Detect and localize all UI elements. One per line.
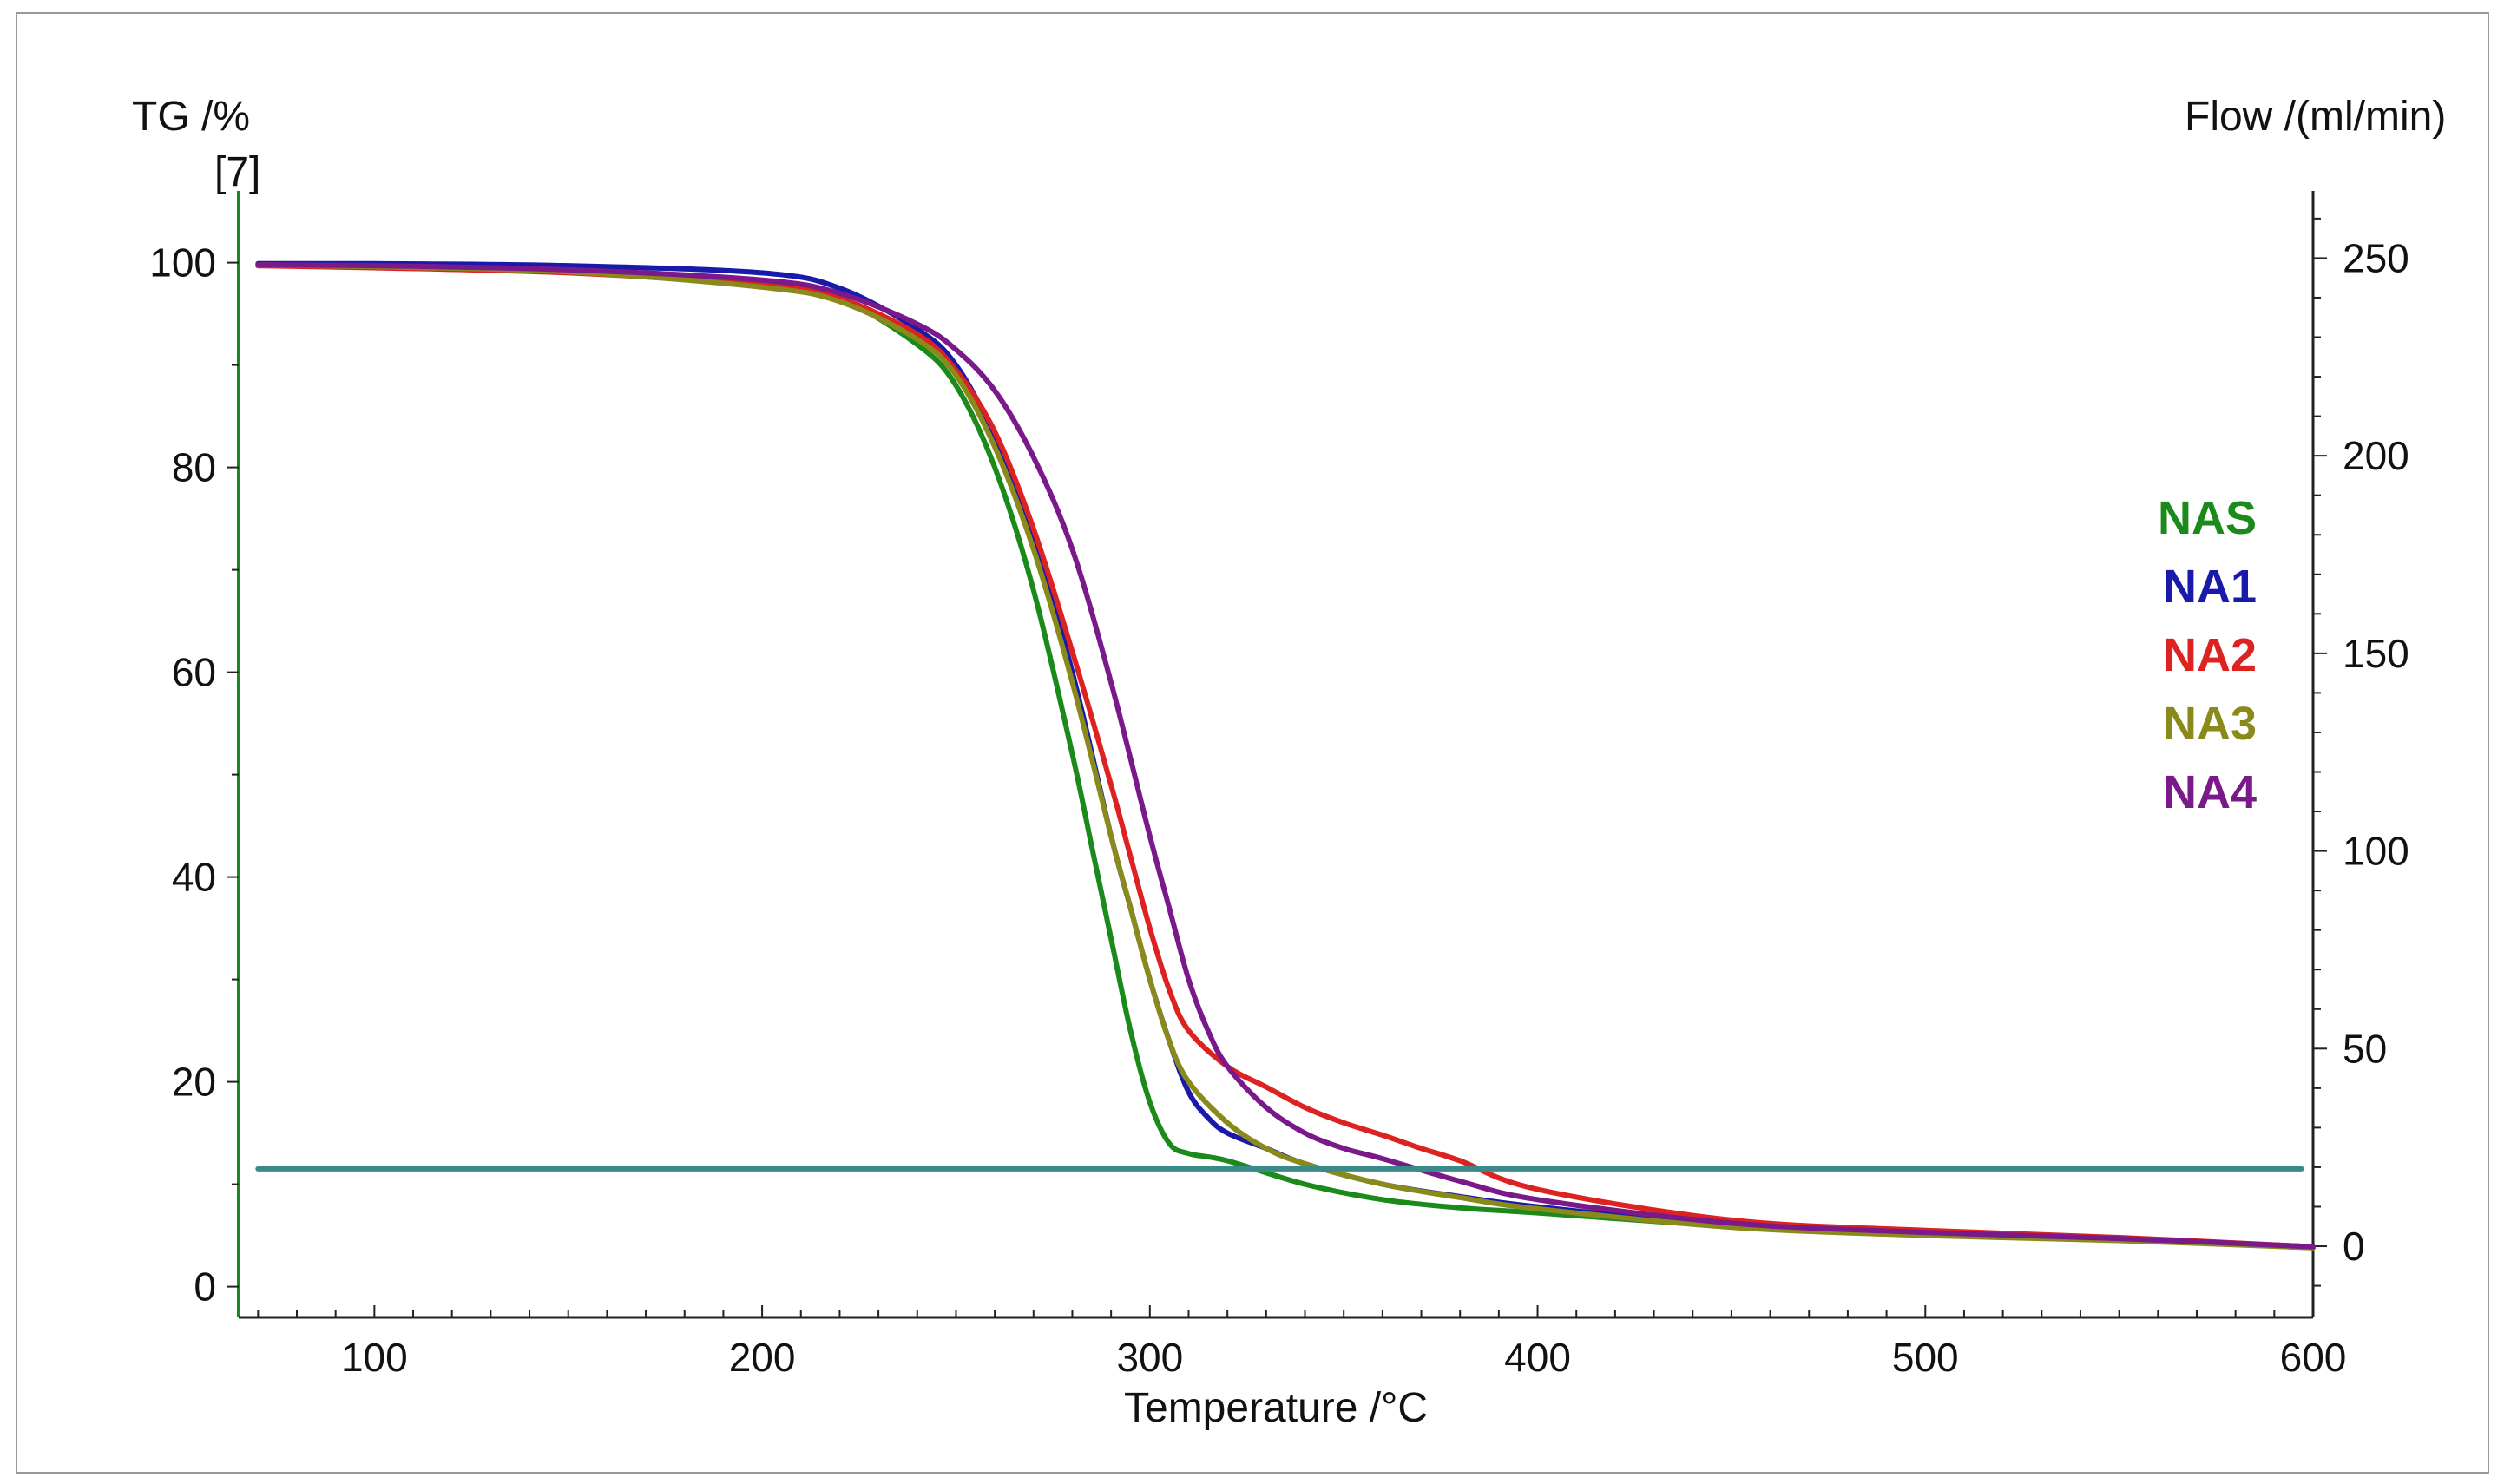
- series-na2-line: [255, 263, 2316, 1250]
- y-tick-label: 100: [149, 240, 216, 286]
- y2-tick-label: 150: [2343, 631, 2409, 676]
- y2-tick-label: 50: [2343, 1026, 2387, 1071]
- legend-item-na1: NA1: [2163, 561, 2257, 613]
- y-axis-title: TG /%: [132, 94, 250, 140]
- y-axis-note: [7]: [214, 149, 260, 195]
- y2-tick-label: 250: [2343, 235, 2409, 280]
- x-tick-label: 600: [2280, 1335, 2347, 1380]
- y-tick-label: 0: [194, 1264, 216, 1310]
- x-tick-label: 400: [1504, 1335, 1571, 1380]
- tick-group: 100 200 300 400 500 600 0 20 40 60 80 100 0 50 100 150 2…: [149, 217, 2409, 1380]
- y2-axis-title: Flow /(ml/min): [2185, 94, 2446, 140]
- x-tick-label: 100: [341, 1335, 408, 1380]
- legend: NAS NA1 NA2 NA3 NA4: [2158, 492, 2257, 818]
- y-tick-label: 60: [172, 650, 216, 695]
- x-axis-title: Temperature /°C: [1124, 1385, 1428, 1431]
- y-tick-label: 40: [172, 855, 216, 900]
- legend-item-na2: NA2: [2163, 629, 2257, 681]
- y-tick-label: 80: [172, 445, 216, 490]
- axis-titles: TG /% [7] Flow /(ml/min) Temperature /°C: [132, 94, 2446, 1431]
- legend-item-na3: NA3: [2163, 698, 2257, 750]
- x-tick-label: 200: [729, 1335, 796, 1380]
- y2-tick-label: 200: [2343, 433, 2409, 478]
- legend-item-nas: NAS: [2158, 492, 2257, 544]
- y2-tick-label: 100: [2343, 829, 2409, 874]
- axes: [237, 191, 2315, 1319]
- series-group: [255, 260, 2316, 1251]
- x-tick-label: 300: [1116, 1335, 1183, 1380]
- x-tick-label: 500: [1892, 1335, 1959, 1380]
- series-na3-line: [255, 262, 2316, 1251]
- legend-item-na4: NA4: [2163, 766, 2257, 818]
- y2-tick-label: 0: [2343, 1224, 2365, 1269]
- figure-frame: [16, 12, 2489, 1474]
- y-tick-label: 20: [172, 1060, 216, 1105]
- series-na4-line: [255, 262, 2316, 1250]
